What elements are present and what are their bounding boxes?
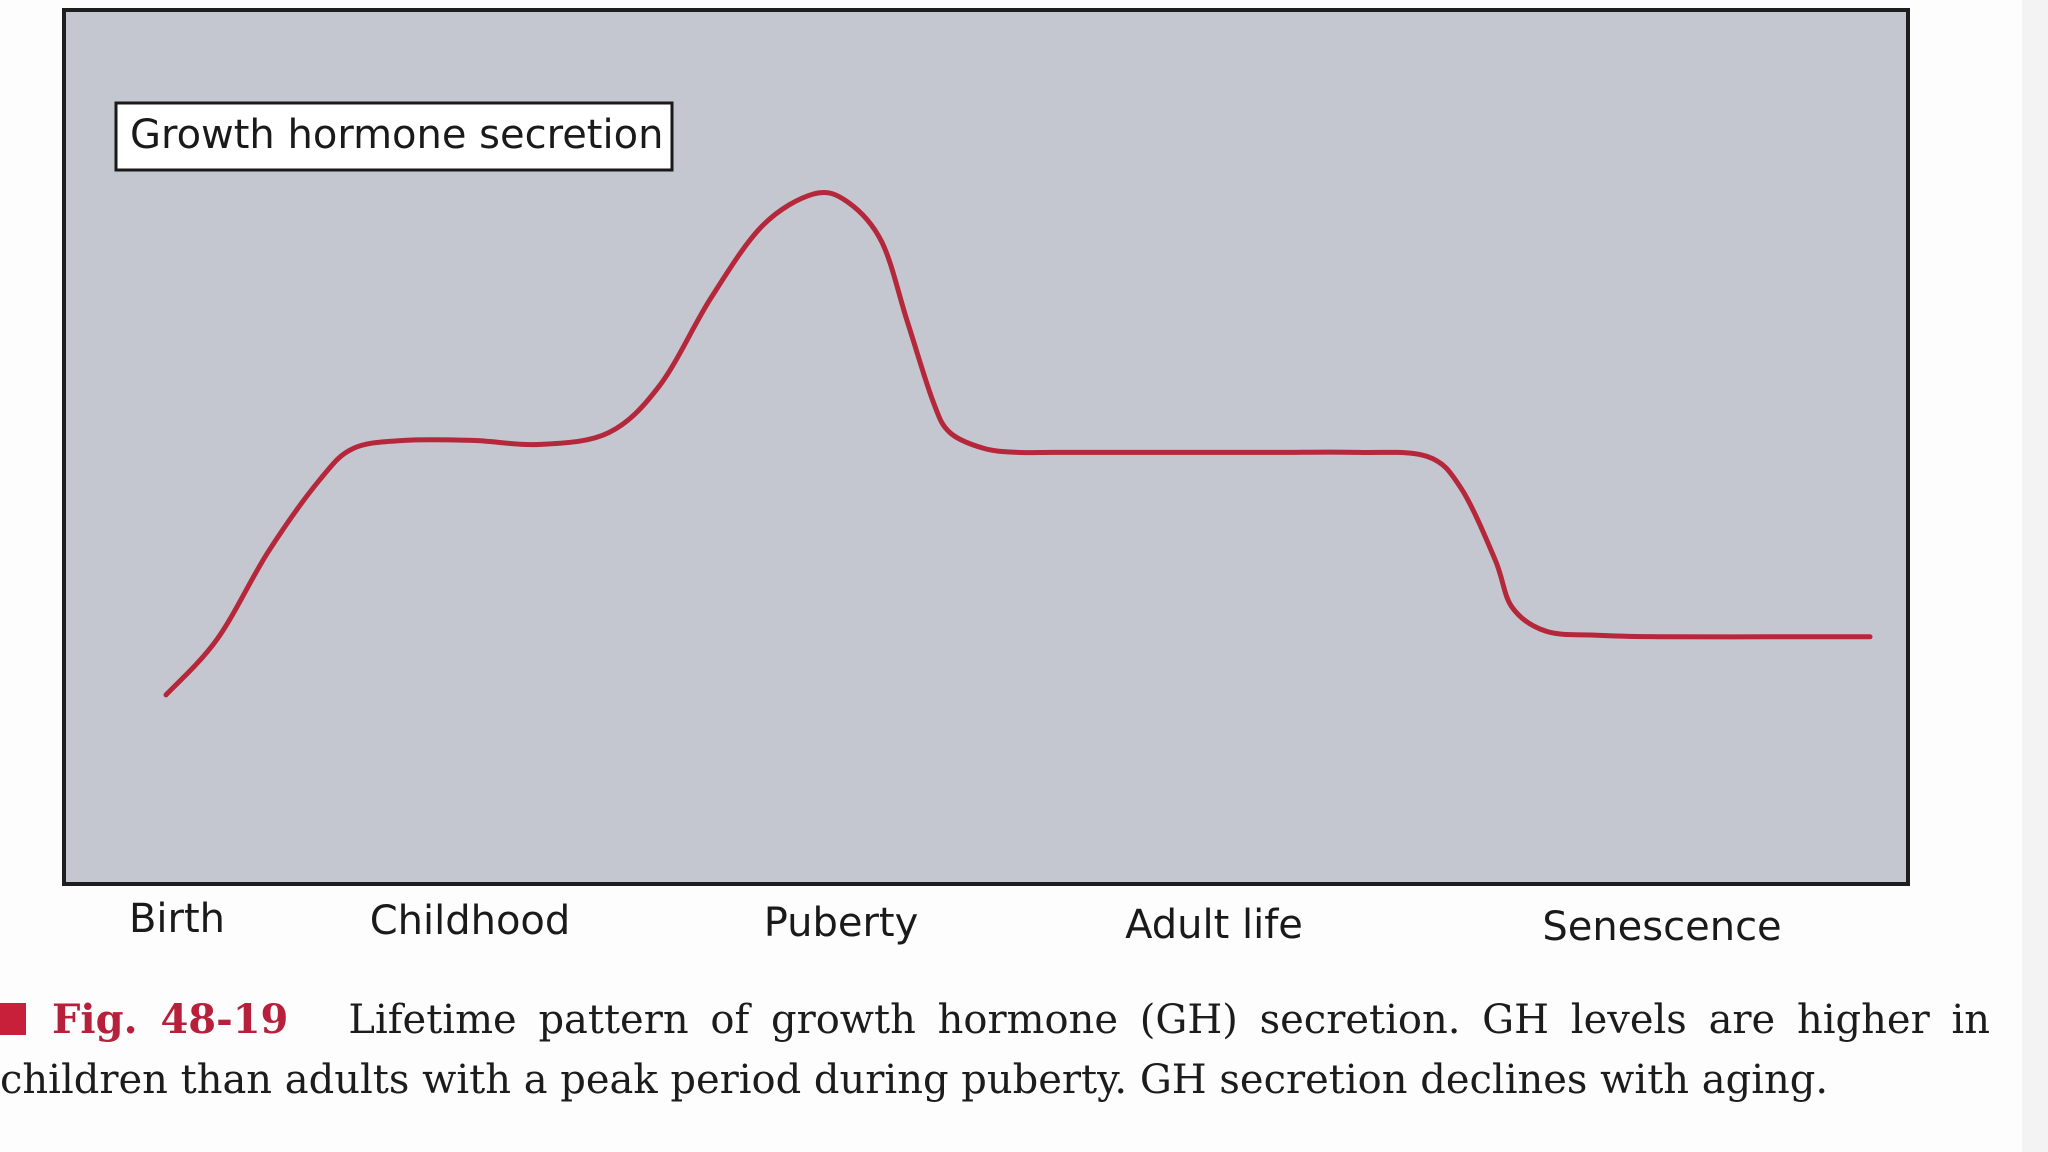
- series-line: [163, 189, 1873, 698]
- x-tick-label-birth: Birth: [129, 896, 225, 942]
- caption-marker-icon: [0, 1003, 26, 1035]
- legend-label: Growth hormone secretion: [130, 112, 663, 158]
- page-edge: [2022, 0, 2048, 1152]
- x-tick-labels: Birth Childhood Puberty Adult life Senescenc…: [129, 896, 1782, 950]
- figure-label: Fig. 48-19: [52, 996, 289, 1043]
- x-tick-label-adult-life: Adult life: [1125, 902, 1303, 948]
- caption-text: Lifetime pattern of growth hormone (GH) …: [0, 997, 1991, 1103]
- figure-caption: Fig. 48-19 Lifetime pattern of growth hor…: [0, 990, 1990, 1110]
- x-tick-label-senescence: Senescence: [1542, 904, 1781, 950]
- legend: Growth hormone secretion: [114, 101, 674, 172]
- x-tick-label-childhood: Childhood: [370, 898, 571, 944]
- legend-box: [114, 101, 674, 172]
- x-tick-label-puberty: Puberty: [764, 900, 919, 946]
